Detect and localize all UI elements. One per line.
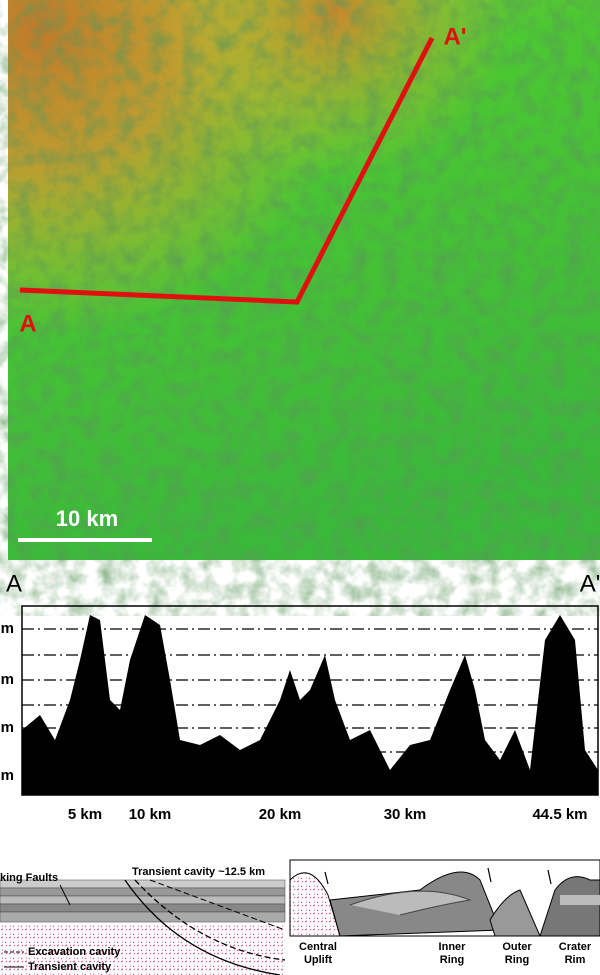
y-label: m xyxy=(1,671,14,688)
structure-label: Uplift xyxy=(304,954,332,966)
map-start-label: A xyxy=(19,310,36,337)
profile-end-label: A' xyxy=(580,570,600,597)
relief xyxy=(8,0,600,560)
structure-label: Ring xyxy=(440,954,464,966)
structure-label: Crater xyxy=(559,941,592,953)
profile: A A' m m m m 5 km 10 km 20 km 30 km 44.5 km xyxy=(1,570,600,823)
x-label: 30 km xyxy=(384,806,427,823)
map-end-label: A' xyxy=(443,23,466,50)
structure-label: Central xyxy=(299,941,337,953)
map: A' A 10 km xyxy=(8,0,600,560)
page: A' A 10 km A A' m m m m 5 km 10 km 20 km 30 km 4… xyxy=(0,0,600,975)
y-label: m xyxy=(1,620,14,637)
transient-top-label: Transient cavity ~12.5 km xyxy=(132,866,265,878)
structure-label: Outer xyxy=(502,941,532,953)
diagram-left: king Faults Transient cavity ~12.5 km Ex… xyxy=(0,866,285,975)
structure-label: Ring xyxy=(505,954,529,966)
x-label: 10 km xyxy=(129,806,172,823)
x-label: 44.5 km xyxy=(532,806,587,823)
structure-label: Rim xyxy=(565,954,586,966)
x-label: 20 km xyxy=(259,806,302,823)
x-label: 5 km xyxy=(68,806,102,823)
excavation-label: Excavation cavity xyxy=(28,946,121,958)
structure-label: Inner xyxy=(439,941,467,953)
y-label: m xyxy=(1,767,14,784)
faults-label: king Faults xyxy=(0,872,58,884)
transient-label: Transient cavity xyxy=(28,961,112,973)
scale-bar-label: 10 km xyxy=(56,506,118,531)
profile-start-label: A xyxy=(6,570,22,597)
y-label: m xyxy=(1,719,14,736)
figure: A' A 10 km A A' m m m m 5 km 10 km 20 km 30 km 4… xyxy=(0,0,600,975)
